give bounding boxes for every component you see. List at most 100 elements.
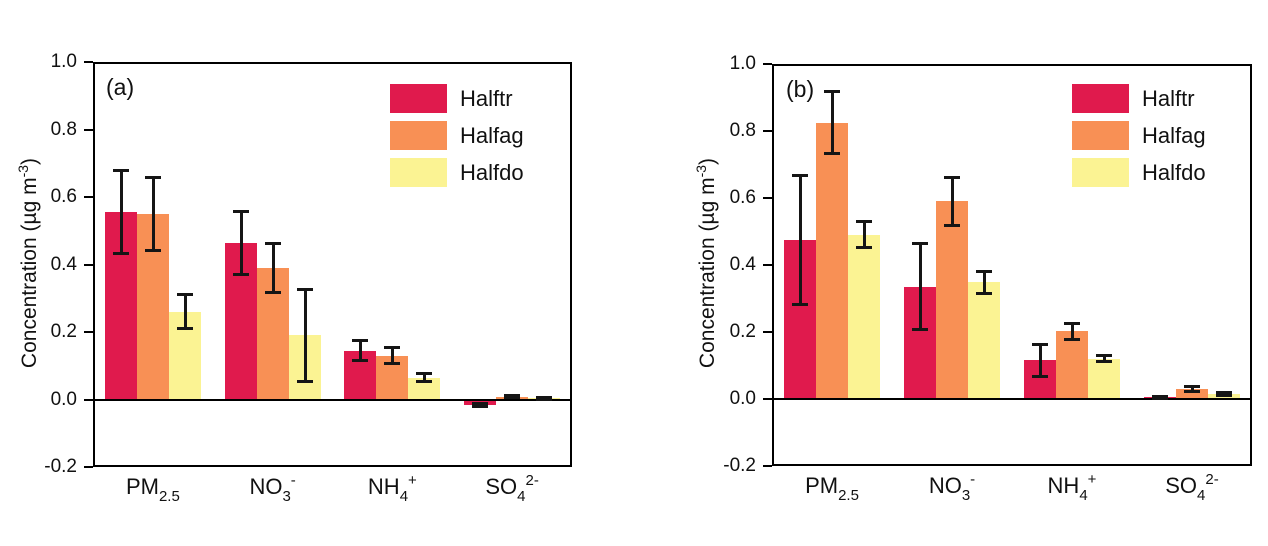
error-bar-line (151, 176, 155, 251)
x-category-base: NO (249, 474, 283, 499)
plot-box (772, 64, 1252, 466)
y-axis-label-text: ) (696, 157, 719, 165)
error-bar-line (239, 210, 243, 275)
error-bar-line (1223, 391, 1226, 397)
bar (1176, 388, 1208, 399)
error-bar-line (983, 270, 986, 295)
error-bar-cap (1184, 384, 1200, 388)
x-category-superscript: + (408, 472, 417, 489)
x-category-base: PM (805, 473, 839, 498)
bar (936, 201, 968, 399)
error-bar-cap (856, 246, 872, 250)
legend-swatch (390, 158, 447, 187)
error-bar-cap (264, 291, 281, 295)
error-bar-cap (1152, 396, 1168, 400)
error-bar-cap (144, 249, 161, 252)
y-tick-label: 0.4 (729, 254, 756, 275)
error-bar-cap (416, 380, 433, 384)
y-tick-mark (84, 128, 93, 131)
x-category-subscript: 2.5 (158, 488, 180, 505)
x-category-superscript: + (1087, 471, 1097, 488)
x-category-label: NH4+ (992, 471, 1152, 504)
error-bar-cap (384, 362, 401, 366)
error-bar-cap (1096, 354, 1112, 358)
error-bar-line (359, 340, 363, 361)
bar (1088, 358, 1120, 399)
x-category-base: SO (485, 474, 518, 499)
error-bar-cap (944, 223, 960, 227)
error-bar-cap (232, 209, 249, 213)
x-category-subscript: 4 (1197, 487, 1206, 504)
x-category-superscript: 2- (1205, 471, 1219, 488)
error-bar-line (479, 402, 483, 407)
y-tick-mark (763, 63, 772, 65)
y-tick-label: 0.0 (50, 388, 77, 410)
error-bar-line (423, 372, 427, 383)
x-category-superscript: - (970, 471, 976, 488)
error-bar-cap (176, 293, 193, 297)
error-bar-cap (384, 346, 401, 350)
error-bar-cap (1096, 360, 1112, 364)
legend-label: Halfag (1142, 123, 1206, 148)
y-tick-label: 0.4 (50, 253, 77, 275)
y-tick-label: 0.2 (50, 321, 77, 342)
legend-label: Halfag (460, 123, 524, 148)
error-bar-line (919, 243, 922, 331)
x-category-base: SO (1165, 473, 1198, 498)
y-tick-label: 0.8 (50, 118, 77, 140)
y-tick-mark (84, 263, 93, 266)
y-tick-mark (763, 130, 772, 132)
x-category-subscript: 4 (1079, 487, 1088, 504)
x-category-label: PM2.5 (752, 473, 912, 504)
error-bar-line (863, 221, 866, 249)
legend-label: Halftr (460, 86, 513, 111)
y-tick-mark (84, 61, 93, 63)
error-bar-cap (472, 401, 489, 405)
x-category-subscript: 2.5 (838, 487, 859, 504)
error-bar-cap (976, 292, 992, 296)
error-bar-cap (112, 252, 129, 256)
bar (816, 122, 848, 399)
error-bar-line (1071, 322, 1074, 340)
panel-letter: (b) (786, 76, 815, 102)
error-bar-line (951, 176, 954, 226)
x-category-base: PM (125, 474, 159, 499)
error-bar-cap (112, 169, 129, 172)
error-bar-cap (1184, 390, 1200, 394)
bar (968, 282, 1000, 399)
legend-label: Halfdo (460, 160, 524, 185)
y-axis-label-text: Concentration (µg m (696, 177, 719, 369)
error-bar-cap (504, 394, 521, 398)
x-category-base: NH (1047, 473, 1080, 498)
legend-label: Halftr (1142, 86, 1195, 111)
error-bar-line (1191, 385, 1194, 393)
error-bar-cap (352, 358, 369, 362)
x-category-superscript: 2- (525, 472, 539, 489)
x-category-subscript: 4 (517, 488, 526, 505)
y-tick-label: 0.2 (729, 321, 756, 342)
legend-swatch (390, 84, 447, 113)
error-bar-line (183, 294, 187, 330)
error-bar-cap (1032, 343, 1048, 347)
x-category-base: NH (367, 474, 400, 499)
y-axis-label: Concentration (µg m-3) (15, 93, 42, 433)
y-tick-label: 0.0 (729, 388, 756, 409)
error-bar-cap (1064, 321, 1080, 325)
y-tick-mark (763, 398, 772, 400)
y-tick-label: 1.0 (50, 51, 77, 72)
y-tick-mark (763, 264, 772, 266)
error-bar-line (799, 174, 802, 306)
error-bar-line (391, 347, 395, 365)
error-bar-cap (1152, 394, 1168, 398)
y-axis-label-text: Concentration (µg m (18, 176, 41, 368)
error-bar-cap (792, 173, 808, 177)
error-bar-line (1039, 344, 1042, 377)
bar (848, 234, 880, 399)
error-bar-cap (824, 152, 840, 156)
error-bar-cap (264, 241, 281, 245)
error-bar-line (831, 90, 834, 155)
error-bar-cap (792, 303, 808, 307)
x-category-label: NO3- (193, 472, 353, 505)
y-tick-mark (763, 197, 772, 199)
